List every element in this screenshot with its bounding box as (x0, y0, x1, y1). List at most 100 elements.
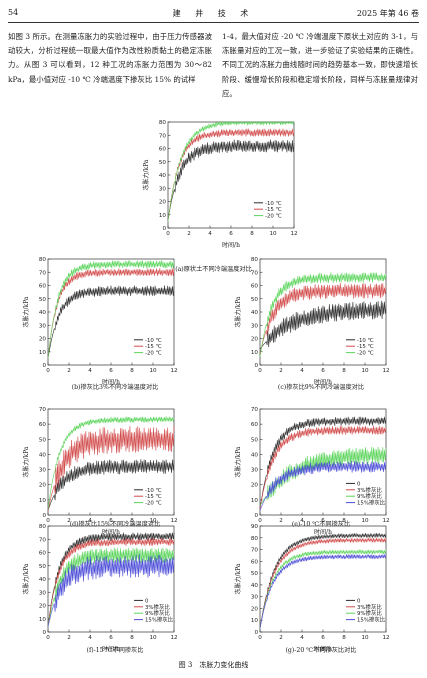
x-tick-label: 0 (46, 518, 50, 524)
chart-e: 0 10 20 30 40 50 60 70 0 2 4 6 8 10 12 时间/h 冻胀力/kPa 0 3%掺灰… (232, 405, 392, 537)
series-line (47, 459, 175, 511)
x-tick-label: 4 (300, 368, 304, 374)
y-tick-label: 60 (251, 422, 259, 428)
legend-label: -15 ℃ (357, 344, 374, 350)
series-line (259, 416, 387, 509)
legend-label: 9%掺灰比 (357, 609, 382, 617)
x-tick-label: 6 (109, 635, 113, 641)
x-tick-label: 10 (361, 635, 369, 641)
y-tick-label: 60 (251, 559, 259, 565)
y-tick-label: 10 (251, 498, 259, 504)
legend-label: -10 ℃ (145, 488, 162, 494)
y-tick-label: 80 (251, 536, 259, 542)
x-tick-label: 8 (342, 518, 346, 524)
y-tick-label: 40 (251, 310, 259, 316)
y-tick-label: 80 (39, 257, 47, 263)
series-line (47, 538, 175, 627)
y-tick-label: 60 (39, 551, 47, 557)
x-tick-label: 2 (67, 368, 71, 374)
series-line (259, 425, 387, 509)
body-text-right: 1-4，最大值对应 -20 ℃ 冷端温度下原状土对应的 3-1，与冻胀量对应的工… (222, 32, 418, 98)
y-tick-label: 50 (159, 160, 167, 166)
legend-label: -20 ℃ (265, 214, 282, 220)
x-tick-label: 0 (258, 368, 262, 374)
x-tick-label: 12 (290, 231, 297, 237)
legend-label: -10 ℃ (357, 338, 374, 344)
series-line (167, 139, 295, 221)
y-tick-label: 0 (42, 363, 46, 369)
x-axis-label: 时间/h (102, 645, 120, 653)
legend-label: -15 ℃ (145, 344, 162, 350)
series-line (47, 554, 175, 627)
x-axis-label: 时间/h (102, 378, 120, 386)
y-tick-label: 70 (251, 270, 259, 276)
y-tick-label: 10 (251, 350, 259, 356)
y-tick-label: 0 (254, 630, 258, 636)
series-line (259, 460, 387, 511)
x-tick-label: 8 (130, 518, 134, 524)
x-axis-label: 时间/h (314, 528, 332, 536)
y-tick-label: 80 (159, 120, 167, 126)
series-line (259, 300, 387, 350)
series-line (259, 549, 387, 629)
x-tick-label: 6 (229, 231, 233, 237)
x-tick-label: 2 (67, 518, 71, 524)
x-tick-label: 6 (109, 518, 113, 524)
y-tick-label: 0 (162, 226, 166, 232)
x-tick-label: 0 (258, 518, 262, 524)
legend-label: 3%掺灰比 (357, 603, 382, 611)
x-tick-label: 6 (321, 368, 325, 374)
legend-label: 0 (145, 598, 149, 604)
x-tick-label: 4 (208, 231, 212, 237)
series-line (259, 553, 387, 629)
x-axis-label: 时间/h (314, 378, 332, 386)
x-tick-label: 12 (382, 518, 389, 524)
legend-label: 9%掺灰比 (357, 492, 382, 500)
y-tick-label: 50 (39, 564, 47, 570)
y-axis-label: 冻胀力/kPa (142, 159, 150, 190)
x-tick-label: 10 (361, 518, 369, 524)
body-text-left: 如图 3 所示。在测量冻胀力的实验过程中，由于压力传感器波动较大，分析过程统一取… (8, 32, 212, 84)
subfigure-caption: (c)掺灰比9%不同冷端温度对比 (277, 384, 365, 391)
y-tick-label: 60 (39, 284, 47, 290)
subfigure-caption: (e)-10 ℃不同掺灰比 (291, 521, 351, 528)
chart-a: 0 10 20 30 40 50 60 70 80 0 2 4 6 8 10 12 时间/h 冻胀力/kPa -10… (140, 118, 300, 250)
series-line (47, 285, 175, 359)
x-tick-label: 8 (130, 635, 134, 641)
y-tick-label: 70 (39, 537, 47, 543)
y-axis-label: 冻胀力/kPa (22, 296, 30, 327)
y-tick-label: 70 (251, 548, 259, 554)
y-tick-label: 20 (251, 606, 259, 612)
x-tick-label: 12 (170, 635, 177, 641)
x-tick-label: 0 (46, 635, 50, 641)
y-tick-label: 10 (39, 617, 47, 623)
y-tick-label: 30 (251, 323, 259, 329)
y-tick-label: 70 (159, 133, 167, 139)
series-line (47, 260, 175, 359)
chart-f: 0 10 20 30 40 50 60 70 80 0 2 4 6 8 10 12 时间/h 冻胀力/kPa 0 3%… (20, 522, 180, 654)
y-tick-label: 40 (251, 452, 259, 458)
x-tick-label: 2 (279, 518, 283, 524)
y-tick-label: 0 (254, 513, 258, 519)
x-tick-label: 0 (46, 368, 50, 374)
header-rule (8, 22, 419, 23)
page-number: 54 (8, 8, 19, 17)
subfigure-caption: (g)-20 ℃不同掺灰比对比 (285, 647, 357, 654)
chart-c: 0 10 20 30 40 50 60 70 80 0 2 4 6 8 10 12 时间/h 冻胀力/kPa -10… (232, 255, 392, 387)
y-tick-label: 70 (39, 270, 47, 276)
series-line (47, 532, 175, 627)
subfigure-caption: (b)掺灰比3%不同冷端温度对比 (71, 384, 159, 391)
issue-label: 2025 年第 46 卷 (356, 9, 419, 18)
series-line (259, 532, 387, 629)
x-tick-label: 2 (279, 368, 283, 374)
y-tick-label: 40 (159, 173, 167, 179)
y-tick-label: 40 (39, 310, 47, 316)
legend-label: 15%掺灰比 (357, 616, 386, 624)
y-tick-label: 40 (39, 577, 47, 583)
x-tick-label: 4 (300, 518, 304, 524)
y-tick-label: 20 (39, 483, 47, 489)
x-tick-label: 2 (279, 635, 283, 641)
series-line (259, 272, 387, 358)
